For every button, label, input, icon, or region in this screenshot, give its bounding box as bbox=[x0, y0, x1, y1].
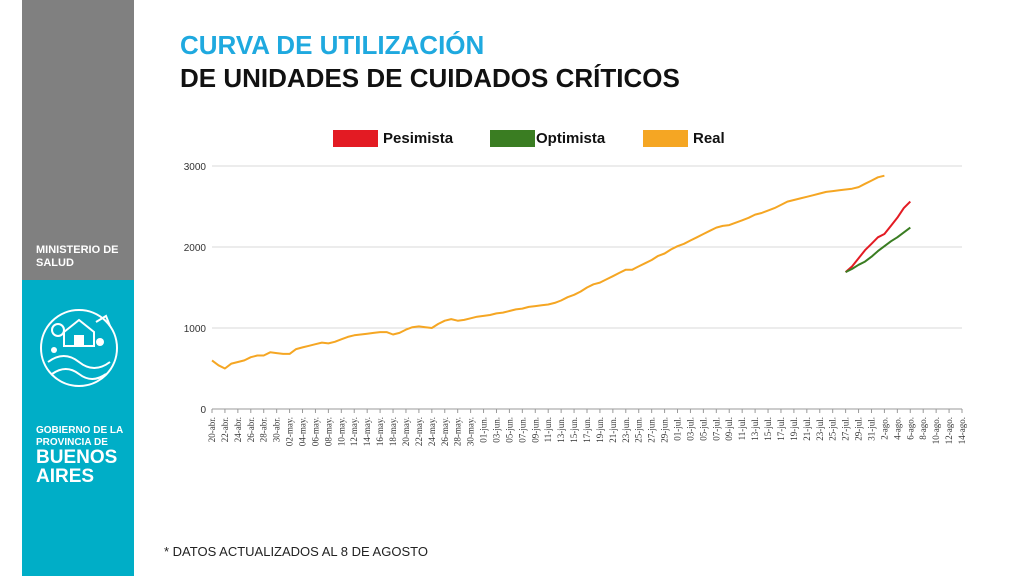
x-tick-label: 19-jun. bbox=[595, 417, 605, 443]
x-tick-label: 23-jul. bbox=[815, 417, 825, 441]
x-tick-label: 29-jul. bbox=[854, 417, 864, 441]
x-tick-label: 10-ago. bbox=[931, 417, 941, 444]
x-tick-label: 16-may. bbox=[375, 417, 385, 446]
x-tick-label: 30-abr. bbox=[272, 417, 282, 442]
x-tick-label: 17-jul. bbox=[776, 417, 786, 441]
x-tick-label: 23-jun. bbox=[621, 417, 631, 443]
x-tick-label: 14-ago. bbox=[957, 417, 967, 444]
x-tick-label: 20-may. bbox=[401, 417, 411, 446]
sidebar-bottom-panel: GOBIERNO DE LA PROVINCIA DE BUENOS AIRES bbox=[22, 280, 134, 576]
x-tick-label: 27-jun. bbox=[647, 417, 657, 443]
province-emblem-icon bbox=[40, 309, 118, 387]
x-tick-label: 21-jul. bbox=[802, 417, 812, 441]
series-line-real bbox=[211, 174, 885, 370]
x-tick-label: 11-jun. bbox=[543, 417, 553, 442]
x-tick-label: 18-may. bbox=[388, 417, 398, 446]
x-tick-label: 28-may. bbox=[453, 417, 463, 446]
sidebar-top-panel: MINISTERIO DE SALUD bbox=[22, 0, 134, 280]
x-tick-label: 12-ago. bbox=[944, 417, 954, 444]
x-tick-label: 04-may. bbox=[298, 417, 308, 446]
x-tick-label: 27-jul. bbox=[841, 417, 851, 441]
x-tick-label: 05-jun. bbox=[504, 417, 514, 443]
x-tick-label: 24-abr. bbox=[233, 417, 243, 442]
x-tick-label: 22-may. bbox=[414, 417, 424, 446]
x-tick-label: 26-may. bbox=[440, 417, 450, 446]
x-tick-label: 03-jun. bbox=[491, 417, 501, 443]
ministry-label: MINISTERIO DE SALUD bbox=[36, 244, 119, 269]
x-tick-label: 29-jun. bbox=[660, 417, 670, 443]
page-title-line1: CURVA DE UTILIZACIÓN bbox=[180, 30, 485, 60]
legend-label-pesimista: Pesimista bbox=[383, 130, 454, 147]
x-tick-label: 8-ago. bbox=[918, 417, 928, 440]
x-tick-label: 30-may. bbox=[466, 417, 476, 446]
province-name: BUENOS AIRES bbox=[36, 447, 118, 487]
x-tick-label: 10-may. bbox=[336, 417, 346, 446]
x-tick-label: 14-may. bbox=[362, 417, 372, 446]
x-tick-label: 17-jun. bbox=[582, 417, 592, 443]
y-tick-label: 3000 bbox=[184, 162, 207, 173]
series-line-pesimista bbox=[844, 200, 912, 273]
legend-swatch-real bbox=[643, 130, 688, 147]
y-tick-label: 0 bbox=[200, 405, 206, 416]
x-tick-label: 12-may. bbox=[349, 417, 359, 446]
y-tick-label: 1000 bbox=[184, 324, 207, 335]
legend-label-real: Real bbox=[693, 130, 725, 147]
x-tick-label: 07-jun. bbox=[517, 417, 527, 443]
x-tick-label: 06-may. bbox=[310, 417, 320, 446]
x-tick-label: 15-jun. bbox=[569, 417, 579, 443]
x-tick-label: 11-jul. bbox=[737, 417, 747, 440]
x-tick-label: 24-may. bbox=[427, 417, 437, 446]
page-title-line2: DE UNIDADES DE CUIDADOS CRÍTICOS bbox=[180, 63, 680, 93]
x-tick-label: 19-jul. bbox=[789, 417, 799, 441]
legend-swatch-optimista bbox=[490, 130, 535, 147]
x-tick-label: 07-jul. bbox=[711, 417, 721, 441]
x-tick-label: 15-jul. bbox=[763, 417, 773, 441]
legend-swatch-pesimista bbox=[333, 130, 378, 147]
x-tick-label: 26-abr. bbox=[246, 417, 256, 442]
x-tick-label: 28-abr. bbox=[259, 417, 269, 442]
x-tick-label: 21-jun. bbox=[608, 417, 618, 443]
x-tick-label: 25-jul. bbox=[828, 417, 838, 441]
x-tick-label: 2-ago. bbox=[879, 417, 889, 440]
x-tick-label: 13-jun. bbox=[556, 417, 566, 443]
x-tick-label: 03-jul. bbox=[685, 417, 695, 441]
x-tick-label: 6-ago. bbox=[905, 417, 915, 440]
x-tick-label: 31-jul. bbox=[866, 417, 876, 441]
x-tick-label: 25-jun. bbox=[634, 417, 644, 443]
x-tick-label: 02-may. bbox=[285, 417, 295, 446]
government-label: GOBIERNO DE LA PROVINCIA DE bbox=[36, 425, 123, 448]
series-line-optimista bbox=[845, 226, 911, 273]
x-tick-label: 13-jul. bbox=[750, 417, 760, 441]
x-tick-label: 09-jul. bbox=[724, 417, 734, 441]
x-tick-label: 08-may. bbox=[323, 417, 333, 446]
x-tick-label: 01-jul. bbox=[673, 417, 683, 441]
x-tick-label: 09-jun. bbox=[530, 417, 540, 443]
legend-label-optimista: Optimista bbox=[536, 130, 606, 147]
x-tick-label: 05-jul. bbox=[698, 417, 708, 441]
x-tick-label: 20-abr. bbox=[207, 417, 217, 442]
x-tick-label: 4-ago. bbox=[892, 417, 902, 440]
x-tick-label: 01-jun. bbox=[479, 417, 489, 443]
y-tick-label: 2000 bbox=[184, 243, 207, 254]
x-tick-label: 22-abr. bbox=[220, 417, 230, 442]
footnote: * DATOS ACTUALIZADOS AL 8 DE AGOSTO bbox=[164, 544, 428, 559]
